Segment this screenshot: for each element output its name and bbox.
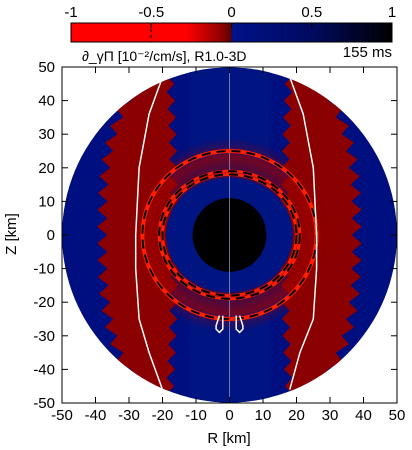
- x-axis-label: R [km]: [207, 430, 250, 447]
- x-tick-label: -20: [152, 407, 174, 424]
- x-tick-label: -10: [185, 407, 207, 424]
- y-tick-label: -40: [33, 361, 55, 378]
- x-tick-label: 20: [288, 407, 305, 424]
- y-tick-label: 20: [38, 160, 55, 177]
- white-contour: [289, 76, 318, 390]
- white-contours: [134, 76, 318, 390]
- colorbar-tick-label: -1: [64, 4, 77, 21]
- y-tick-label: -20: [33, 294, 55, 311]
- white-contour: [134, 76, 164, 390]
- x-tick-label: 30: [322, 407, 339, 424]
- x-tick-label: 0: [225, 407, 233, 424]
- colorbar-tick-label: 1: [388, 4, 396, 21]
- shock-ring-dash: [158, 170, 301, 300]
- colorbar-ticks: -1 -0.5 0 0.5 1: [64, 4, 396, 28]
- y-tick-label: 40: [38, 93, 55, 110]
- heatmap: [62, 67, 397, 403]
- colorbar-tick-label: -0.5: [138, 4, 164, 21]
- colorbar: -1 -0.5 0 0.5 1: [64, 4, 396, 43]
- colorbar-tick-label: 0: [227, 4, 235, 21]
- x-tick-label: 10: [255, 407, 272, 424]
- shock-ring-dash: [161, 173, 298, 297]
- time-label: 155 ms: [343, 44, 392, 61]
- y-tick-label: 50: [38, 59, 55, 76]
- plot-subtitle: ∂_γΠ [10⁻²/cm/s], R1.0-3D: [82, 48, 246, 64]
- y-tick-label: -10: [33, 261, 55, 278]
- x-tick-label: -30: [118, 407, 140, 424]
- x-tick-label: -40: [85, 407, 107, 424]
- y-tick-label: -30: [33, 328, 55, 345]
- y-tick-label: 10: [38, 193, 55, 210]
- x-tick-label: 50: [389, 407, 406, 424]
- x-tick-label: -50: [51, 407, 73, 424]
- y-tick-label: 0: [47, 227, 55, 244]
- y-tick-label: -50: [33, 395, 55, 412]
- axes: -50 -40 -30 -20 -10 0 10 20 30 40 50 -50 -40 -30 -20 -1…: [33, 59, 405, 424]
- y-axis-label: Z [km]: [3, 213, 20, 255]
- colorbar-tick-label: 0.5: [301, 4, 322, 21]
- plot-area: -50 -40 -30 -20 -10 0 10 20 30 40 50 -50 -40 -30 -20 -1…: [33, 59, 405, 424]
- white-contour: [235, 315, 244, 334]
- x-tick-label: 40: [355, 407, 372, 424]
- y-tick-label: 30: [38, 126, 55, 143]
- white-contour: [215, 315, 224, 334]
